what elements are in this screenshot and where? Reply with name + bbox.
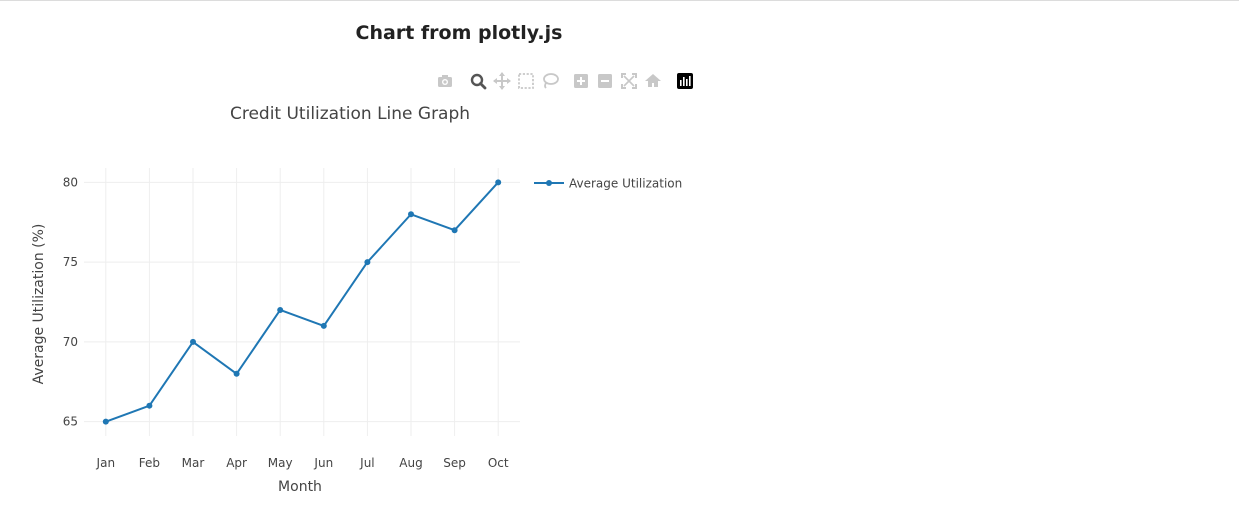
top-rule <box>0 0 1239 1</box>
x-tick-label: May <box>268 456 293 470</box>
legend-label: Average Utilization <box>569 177 682 191</box>
x-tick-label: Jul <box>359 456 374 470</box>
data-point[interactable] <box>495 179 502 186</box>
data-point[interactable] <box>277 306 284 313</box>
x-tick-label: Mar <box>182 456 205 470</box>
x-tick-label: Apr <box>226 456 247 470</box>
y-axis-title: Average Utilization (%) <box>31 224 47 385</box>
data-point[interactable] <box>233 370 240 377</box>
zoom-icon[interactable] <box>467 70 489 92</box>
y-tick-label: 75 <box>63 255 78 269</box>
y-tick-label: 65 <box>63 415 78 429</box>
x-axis-title: Month <box>278 479 322 495</box>
data-point[interactable] <box>408 211 414 218</box>
x-tick-label: Oct <box>488 456 509 470</box>
zoom-in-icon[interactable] <box>570 70 592 92</box>
x-axis-ticks: Jan Feb Mar Apr May Jun Jul Aug Sep Oct <box>96 456 509 470</box>
camera-icon[interactable] <box>434 70 456 92</box>
grid <box>84 168 520 436</box>
series-layer[interactable] <box>102 179 502 425</box>
data-point[interactable] <box>190 338 196 345</box>
legend-marker <box>546 180 552 186</box>
x-tick-label: Jun <box>313 456 333 470</box>
x-tick-label: Aug <box>399 456 422 470</box>
data-point[interactable] <box>364 259 371 266</box>
y-tick-label: 70 <box>63 335 78 349</box>
data-point[interactable] <box>146 402 153 409</box>
series-line[interactable] <box>105 181 499 423</box>
lasso-select-icon[interactable] <box>539 70 561 92</box>
data-point[interactable] <box>102 418 109 425</box>
y-axis-ticks: 65 70 75 80 <box>63 175 78 428</box>
x-tick-label: Sep <box>443 456 466 470</box>
plotly-logo-icon[interactable] <box>674 70 696 92</box>
zoom-out-icon[interactable] <box>594 70 616 92</box>
box-select-icon[interactable] <box>515 70 537 92</box>
page-title: Chart from plotly.js <box>355 22 563 44</box>
x-tick-label: Feb <box>139 456 160 470</box>
y-tick-label: 80 <box>63 175 78 189</box>
data-point[interactable] <box>451 227 458 234</box>
legend[interactable]: Average Utilization <box>534 177 682 191</box>
x-tick-label: Jan <box>96 456 116 470</box>
data-point[interactable] <box>320 322 327 329</box>
chart-title: Credit Utilization Line Graph <box>230 104 470 124</box>
reset-axes-icon[interactable] <box>642 70 664 92</box>
autoscale-icon[interactable] <box>618 70 640 92</box>
pan-icon[interactable] <box>491 70 513 92</box>
